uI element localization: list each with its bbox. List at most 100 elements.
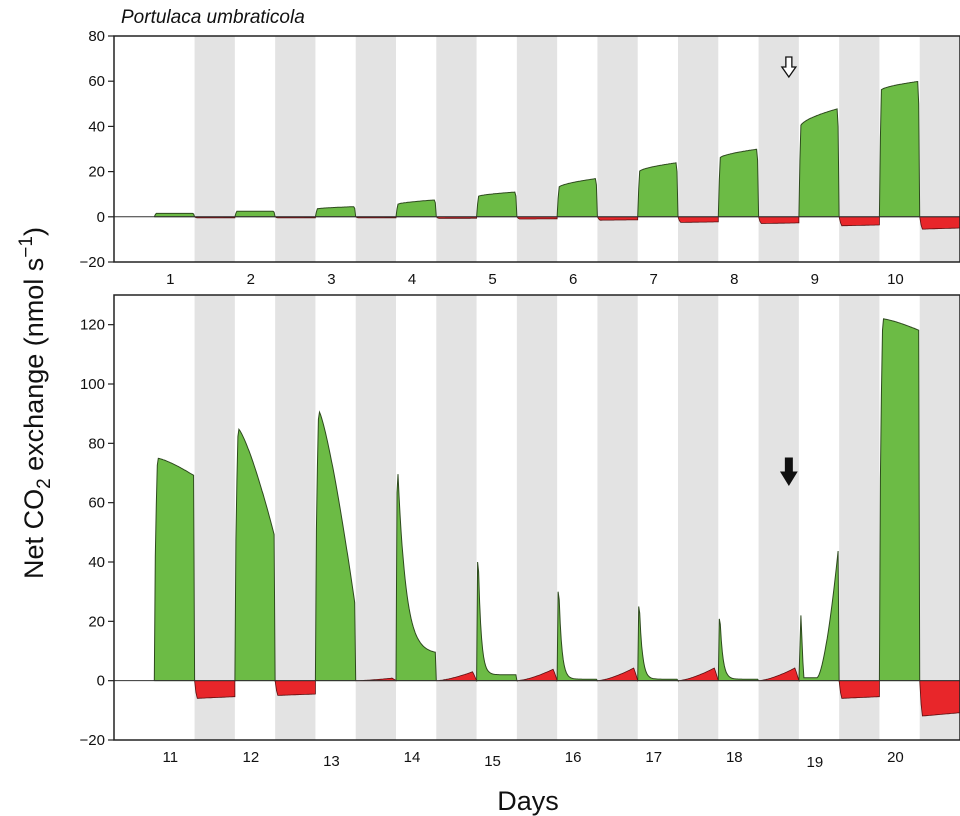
y-tick-label: 20 bbox=[88, 613, 105, 630]
plot-frame bbox=[113, 294, 960, 741]
x-tick-label: 7 bbox=[650, 271, 658, 288]
dark-exchange-area bbox=[838, 680, 880, 699]
x-tick-label: 16 bbox=[565, 749, 582, 766]
dark-exchange-area bbox=[677, 667, 719, 682]
dark-exchange-area bbox=[919, 216, 960, 230]
y-tick-label: 60 bbox=[88, 73, 105, 90]
dark-period-band bbox=[194, 295, 235, 740]
dark-period-band bbox=[678, 295, 719, 740]
y-tick-label: 0 bbox=[97, 673, 105, 690]
y-tick-label: 20 bbox=[88, 164, 105, 181]
y-tick-label: 80 bbox=[88, 435, 105, 452]
open-arrow-icon bbox=[780, 56, 798, 79]
dark-period-band bbox=[355, 36, 396, 262]
uptake-area bbox=[395, 199, 437, 218]
y-label-middle: exchange (nmol s bbox=[19, 258, 49, 479]
x-tick-label: 9 bbox=[811, 271, 819, 288]
plot-frame bbox=[113, 35, 960, 263]
uptake-area bbox=[878, 318, 921, 683]
y-label-superscript: −1 bbox=[16, 236, 37, 258]
uptake-area bbox=[717, 148, 760, 218]
y-tick-label: 60 bbox=[88, 495, 105, 512]
filled-arrow-icon bbox=[779, 457, 798, 486]
dark-exchange-area bbox=[758, 216, 800, 224]
uptake-area bbox=[637, 606, 679, 683]
x-axis-label: Days bbox=[497, 786, 559, 816]
dark-exchange-area bbox=[677, 216, 719, 223]
dark-exchange-area bbox=[274, 680, 316, 696]
x-tick-label: 14 bbox=[404, 749, 421, 766]
uptake-area bbox=[314, 410, 357, 683]
dark-period-band bbox=[275, 36, 316, 262]
dark-period-band bbox=[839, 295, 880, 740]
y-tick-label: −20 bbox=[80, 254, 105, 271]
x-tick-label: 6 bbox=[569, 271, 577, 288]
uptake-area bbox=[395, 474, 437, 682]
dark-period-band bbox=[275, 295, 316, 740]
dark-exchange-area bbox=[919, 680, 960, 717]
y-tick-label: 0 bbox=[97, 209, 105, 226]
dark-exchange-area bbox=[596, 667, 639, 682]
dark-exchange-area bbox=[193, 680, 236, 699]
uptake-area bbox=[556, 178, 598, 218]
dark-period-band bbox=[597, 36, 638, 262]
dark-exchange-area bbox=[757, 667, 800, 682]
x-tick-label: 19 bbox=[807, 754, 824, 771]
x-tick-label: 1 bbox=[166, 271, 174, 288]
y-tick-label: 100 bbox=[80, 376, 105, 393]
y-tick-label: 120 bbox=[80, 317, 105, 334]
y-label-main: Net CO bbox=[19, 489, 49, 579]
y-label-subscript: 2 bbox=[34, 478, 55, 489]
uptake-area bbox=[476, 191, 518, 218]
uptake-area bbox=[233, 427, 277, 682]
uptake-area bbox=[878, 80, 921, 218]
x-tick-label: 8 bbox=[730, 271, 738, 288]
chart-title: Portulaca umbraticola bbox=[121, 7, 305, 28]
x-tick-label: 3 bbox=[327, 271, 335, 288]
uptake-area bbox=[717, 618, 760, 682]
dark-exchange-area bbox=[516, 216, 558, 220]
uptake-area bbox=[556, 591, 599, 682]
x-tick-label: 20 bbox=[887, 749, 904, 766]
uptake-area bbox=[475, 561, 518, 683]
dark-period-band bbox=[758, 36, 799, 262]
y-label-end: ) bbox=[19, 227, 49, 236]
y-tick-label: 40 bbox=[88, 554, 105, 571]
uptake-area bbox=[798, 108, 840, 218]
dark-exchange-area bbox=[596, 216, 639, 221]
x-tick-label: 12 bbox=[243, 749, 260, 766]
uptake-area bbox=[234, 210, 276, 218]
uptake-area bbox=[637, 162, 679, 218]
dark-exchange-area bbox=[515, 668, 559, 682]
dark-exchange-area bbox=[838, 216, 880, 227]
x-tick-label: 2 bbox=[247, 271, 255, 288]
uptake-area bbox=[153, 212, 196, 218]
dark-period-band bbox=[516, 295, 558, 740]
dark-period-band bbox=[758, 295, 799, 740]
x-tick-label: 11 bbox=[162, 749, 178, 766]
x-tick-label: 5 bbox=[488, 271, 496, 288]
y-axis-label: Net CO2 exchange (nmol s−1) bbox=[16, 227, 55, 579]
x-tick-label: 18 bbox=[726, 749, 743, 766]
uptake-area bbox=[153, 457, 196, 683]
dark-period-band bbox=[436, 36, 477, 262]
x-tick-label: 4 bbox=[408, 271, 416, 288]
dark-exchange-area bbox=[435, 671, 477, 682]
y-tick-label: 80 bbox=[88, 28, 105, 45]
x-tick-label: 13 bbox=[323, 753, 340, 770]
dark-period-band bbox=[678, 36, 719, 262]
top-panel: −20 0 20 40 60 80 1 2 3 4 5 6 7 8 9 10 bbox=[80, 28, 960, 288]
x-tick-label: 10 bbox=[887, 271, 904, 288]
dark-period-band bbox=[516, 36, 558, 262]
dark-period-band bbox=[355, 295, 396, 740]
x-tick-label: 15 bbox=[484, 753, 501, 770]
x-tick-label: 17 bbox=[645, 749, 662, 766]
dark-period-band bbox=[839, 36, 880, 262]
dark-period-band bbox=[597, 295, 638, 740]
dark-period-band bbox=[194, 36, 235, 262]
bottom-panel: −20 0 20 40 60 80 100 120 11 12 13 14 15 16 17 18 19 20 bbox=[80, 294, 960, 771]
uptake-area bbox=[314, 206, 357, 218]
y-tick-label: −20 bbox=[80, 732, 105, 749]
uptake-area bbox=[797, 550, 841, 682]
